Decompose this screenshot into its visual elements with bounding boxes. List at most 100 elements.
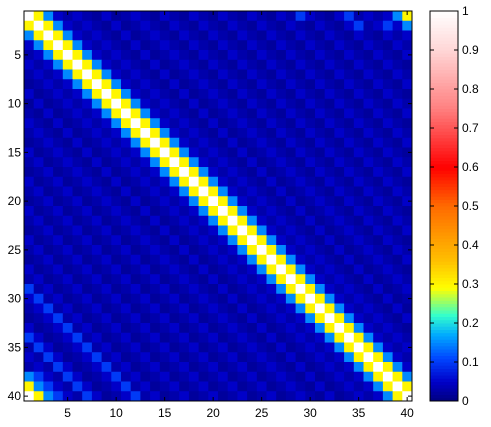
heatmap-cell	[247, 381, 258, 392]
heatmap-cell	[315, 108, 326, 119]
heatmap-cell	[150, 40, 161, 51]
heatmap-cell	[247, 176, 258, 187]
heatmap-cell	[140, 245, 151, 256]
heatmap-cell	[111, 69, 122, 80]
heatmap-cell	[402, 118, 413, 129]
heatmap-cell	[324, 254, 335, 265]
heatmap-cell	[159, 108, 170, 119]
heatmap-cell	[140, 293, 151, 304]
heatmap-cell	[91, 352, 102, 363]
heatmap-cell	[373, 128, 384, 139]
heatmap-cell	[72, 147, 83, 158]
heatmap-cell	[150, 215, 161, 226]
heatmap-cell	[101, 332, 112, 343]
heatmap-cell	[91, 284, 102, 295]
heatmap-cell	[150, 352, 161, 363]
heatmap-cell	[392, 381, 403, 392]
colorbar-tick-label: 0	[462, 394, 469, 408]
heatmap-cell	[402, 128, 413, 139]
heatmap-cell	[218, 206, 229, 217]
heatmap-cell	[33, 391, 44, 402]
colorbar-segment	[430, 319, 458, 324]
heatmap-cell	[305, 225, 316, 236]
heatmap-cell	[227, 391, 238, 402]
heatmap-cell	[353, 274, 364, 285]
heatmap-cell	[130, 313, 141, 324]
heatmap-cell	[53, 284, 64, 295]
colorbar-segment	[430, 46, 458, 51]
colorbar-segment	[430, 186, 458, 191]
heatmap-cell	[130, 381, 141, 392]
colorbar-segment	[430, 59, 458, 64]
heatmap-cell	[82, 362, 93, 373]
plot-frame	[23, 10, 413, 402]
heatmap-cell	[305, 391, 316, 402]
heatmap-cell	[43, 342, 54, 353]
heatmap-cell	[247, 235, 258, 246]
heatmap-cell	[402, 352, 413, 363]
heatmap-cell	[363, 167, 374, 178]
heatmap-cell	[72, 274, 83, 285]
heatmap-cell	[363, 332, 374, 343]
heatmap-cell	[101, 108, 112, 119]
heatmap-cell	[72, 225, 83, 236]
heatmap-cell	[256, 352, 267, 363]
heatmap-cell	[188, 342, 199, 353]
heatmap-cell	[295, 254, 306, 265]
heatmap-cell	[91, 206, 102, 217]
heatmap-cell	[344, 79, 355, 90]
colorbar-tick-label: 0.1	[462, 355, 479, 369]
heatmap-cell	[334, 108, 345, 119]
heatmap-cell	[33, 215, 44, 226]
y-tick-label: 25	[8, 243, 22, 257]
heatmap-cell	[276, 245, 287, 256]
heatmap-cell	[169, 215, 180, 226]
colorbar-segment	[430, 128, 458, 132]
heatmap-cell	[82, 215, 93, 226]
colorbar-segment	[430, 134, 458, 139]
heatmap-cell	[121, 264, 132, 275]
heatmap-cell	[111, 128, 122, 139]
heatmap-cell	[373, 323, 384, 334]
heatmap-cell	[344, 303, 355, 314]
heatmap-cell	[334, 293, 345, 304]
heatmap-cell	[256, 206, 267, 217]
heatmap-cell	[305, 206, 316, 217]
heatmap-cell	[344, 69, 355, 80]
heatmap-cell	[169, 79, 180, 90]
heatmap-cell	[198, 284, 209, 295]
heatmap-cell	[353, 20, 364, 31]
heatmap-cell	[188, 284, 199, 295]
heatmap-cell	[159, 89, 170, 100]
heatmap-cell	[392, 274, 403, 285]
heatmap-cell	[121, 332, 132, 343]
heatmap-cell	[382, 147, 393, 158]
heatmap-cell	[43, 225, 54, 236]
heatmap-cell	[315, 332, 326, 343]
heatmap-cell	[247, 167, 258, 178]
heatmap-cell	[227, 176, 238, 187]
heatmap-cell	[101, 40, 112, 51]
x-tick-label: 25	[255, 406, 269, 420]
heatmap-cell	[130, 11, 141, 22]
heatmap-cell	[159, 11, 170, 22]
heatmap-cell	[24, 235, 35, 246]
heatmap-cell	[208, 313, 219, 324]
heatmap-cell	[208, 30, 219, 41]
heatmap-cell	[237, 303, 248, 314]
heatmap-cell	[198, 186, 209, 197]
heatmap-cell	[101, 342, 112, 353]
heatmap-cell	[324, 332, 335, 343]
heatmap-cell	[363, 128, 374, 139]
heatmap-cell	[227, 186, 238, 197]
heatmap-cell	[121, 196, 132, 207]
heatmap-cell	[82, 30, 93, 41]
heatmap-cell	[159, 381, 170, 392]
heatmap-cell	[227, 167, 238, 178]
heatmap-cell	[188, 313, 199, 324]
heatmap-cell	[111, 167, 122, 178]
heatmap-cell	[53, 196, 64, 207]
heatmap-cell	[324, 196, 335, 207]
colorbar-segment	[430, 89, 458, 93]
heatmap-cell	[382, 235, 393, 246]
